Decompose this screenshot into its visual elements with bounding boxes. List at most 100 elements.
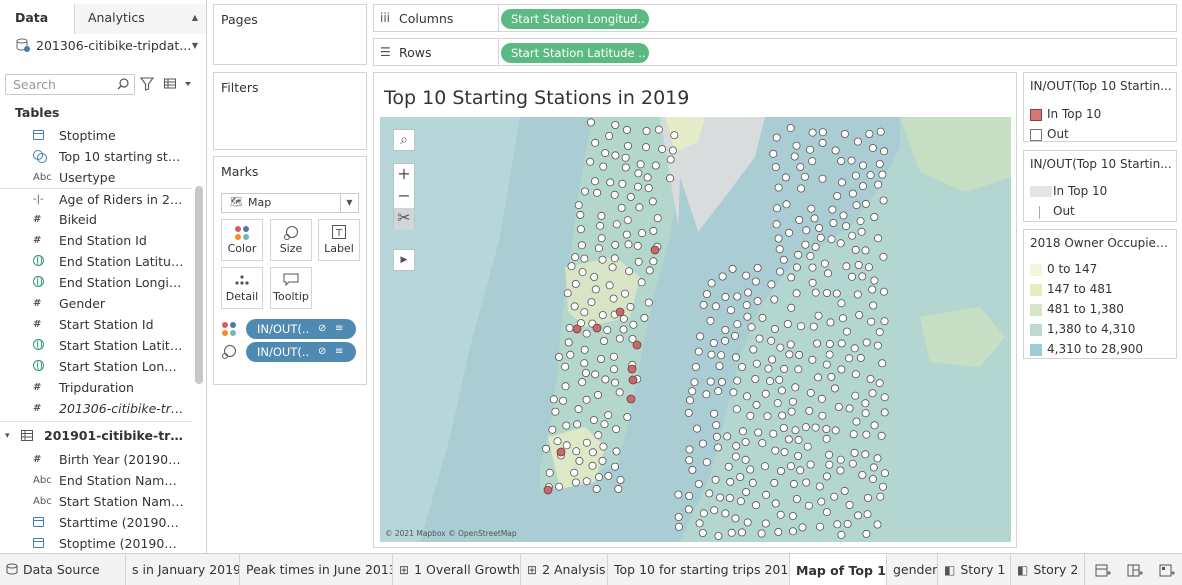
station-marker[interactable] — [609, 352, 618, 361]
station-marker[interactable] — [674, 490, 683, 499]
station-marker[interactable] — [838, 314, 847, 323]
station-marker[interactable] — [619, 325, 628, 334]
station-marker[interactable] — [806, 145, 815, 154]
station-marker[interactable] — [774, 527, 783, 536]
zoom-in-button[interactable]: + — [397, 164, 411, 183]
station-marker[interactable] — [842, 262, 851, 271]
station-marker[interactable] — [726, 477, 735, 486]
station-marker[interactable] — [590, 272, 599, 281]
station-marker[interactable] — [758, 439, 767, 448]
station-marker[interactable] — [551, 407, 560, 416]
station-marker[interactable] — [751, 501, 760, 510]
station-marker[interactable] — [698, 439, 707, 448]
size-button[interactable]: Size — [270, 219, 312, 261]
station-marker[interactable] — [753, 263, 762, 272]
station-marker[interactable] — [803, 442, 812, 451]
station-marker[interactable] — [861, 246, 870, 255]
station-marker[interactable] — [807, 204, 816, 213]
station-marker[interactable] — [770, 295, 779, 304]
station-marker[interactable] — [791, 383, 800, 392]
station-marker[interactable] — [833, 192, 842, 201]
station-marker[interactable] — [836, 455, 845, 464]
station-marker[interactable] — [571, 279, 580, 288]
station-marker[interactable] — [832, 289, 841, 298]
field-item[interactable]: Start Station Latitude — [0, 335, 192, 356]
station-marker[interactable] — [847, 272, 856, 281]
station-marker[interactable] — [771, 446, 780, 455]
station-marker[interactable] — [598, 311, 607, 320]
station-marker[interactable] — [877, 431, 886, 440]
station-marker[interactable] — [651, 161, 660, 170]
station-marker[interactable] — [591, 138, 600, 147]
station-marker[interactable] — [737, 528, 746, 537]
station-marker[interactable] — [592, 484, 601, 493]
station-marker[interactable] — [818, 128, 827, 137]
station-marker[interactable] — [798, 523, 807, 532]
station-marker[interactable] — [830, 384, 839, 393]
label-button[interactable]: T Label — [318, 219, 360, 261]
field-item[interactable]: End Station Longitude — [0, 272, 192, 293]
station-marker[interactable] — [594, 244, 603, 253]
station-marker[interactable] — [685, 445, 694, 454]
station-marker[interactable] — [729, 388, 738, 397]
station-marker[interactable] — [858, 272, 867, 281]
station-marker[interactable] — [741, 437, 750, 446]
station-marker[interactable] — [721, 292, 730, 301]
station-marker[interactable] — [806, 460, 815, 469]
station-marker[interactable] — [808, 263, 817, 272]
station-marker[interactable] — [610, 190, 619, 199]
station-marker[interactable] — [837, 299, 846, 308]
station-marker[interactable] — [559, 396, 568, 405]
field-item[interactable]: Start Station Longitu... — [0, 356, 192, 377]
detail-button[interactable]: Detail — [221, 267, 263, 309]
station-marker[interactable] — [845, 354, 854, 363]
station-marker[interactable] — [747, 323, 756, 332]
station-marker[interactable] — [591, 285, 600, 294]
station-marker[interactable] — [808, 128, 817, 137]
station-marker[interactable] — [575, 456, 584, 465]
station-marker[interactable] — [658, 145, 667, 154]
station-marker[interactable] — [586, 157, 595, 166]
station-marker[interactable] — [600, 420, 609, 429]
tab-data[interactable]: Data — [0, 4, 75, 34]
station-marker[interactable] — [574, 405, 583, 414]
station-marker[interactable] — [611, 121, 620, 129]
tab-sheet[interactable]: s in January 2019 — [126, 554, 240, 585]
color-button[interactable]: Color — [221, 219, 263, 261]
station-marker[interactable] — [861, 450, 870, 459]
station-marker[interactable] — [644, 298, 653, 307]
station-marker[interactable] — [869, 301, 878, 310]
station-marker[interactable] — [880, 147, 889, 156]
station-marker[interactable] — [624, 240, 633, 249]
station-marker[interactable] — [571, 478, 580, 487]
station-marker[interactable] — [574, 201, 583, 210]
field-item[interactable]: Abc Start Station Name (... — [0, 491, 192, 512]
station-marker[interactable] — [696, 332, 705, 341]
field-item[interactable]: Stoptime (201901-... — [0, 533, 192, 553]
station-marker[interactable] — [695, 519, 704, 528]
station-marker[interactable] — [787, 303, 796, 312]
station-marker[interactable] — [715, 493, 724, 502]
station-marker[interactable] — [626, 302, 635, 311]
field-item[interactable]: # Bikeid — [0, 209, 192, 230]
station-marker[interactable] — [778, 411, 787, 420]
station-marker[interactable] — [797, 184, 806, 193]
station-marker[interactable] — [853, 290, 862, 299]
station-marker[interactable] — [732, 441, 741, 450]
station-marker[interactable] — [810, 214, 819, 223]
station-marker[interactable] — [670, 131, 679, 140]
station-marker[interactable] — [816, 233, 825, 242]
station-marker[interactable] — [823, 269, 832, 278]
station-marker[interactable] — [840, 129, 849, 138]
station-marker[interactable] — [668, 146, 677, 155]
station-marker[interactable] — [845, 404, 854, 413]
station-marker[interactable] — [718, 272, 727, 281]
station-marker[interactable] — [868, 285, 877, 294]
station-marker[interactable] — [874, 180, 883, 189]
station-marker[interactable] — [851, 391, 860, 400]
station-marker[interactable] — [804, 501, 813, 510]
station-marker[interactable] — [611, 151, 620, 160]
station-marker[interactable] — [868, 475, 877, 484]
field-item[interactable]: Abc End Station Name (... — [0, 470, 192, 491]
station-marker[interactable] — [773, 399, 782, 408]
